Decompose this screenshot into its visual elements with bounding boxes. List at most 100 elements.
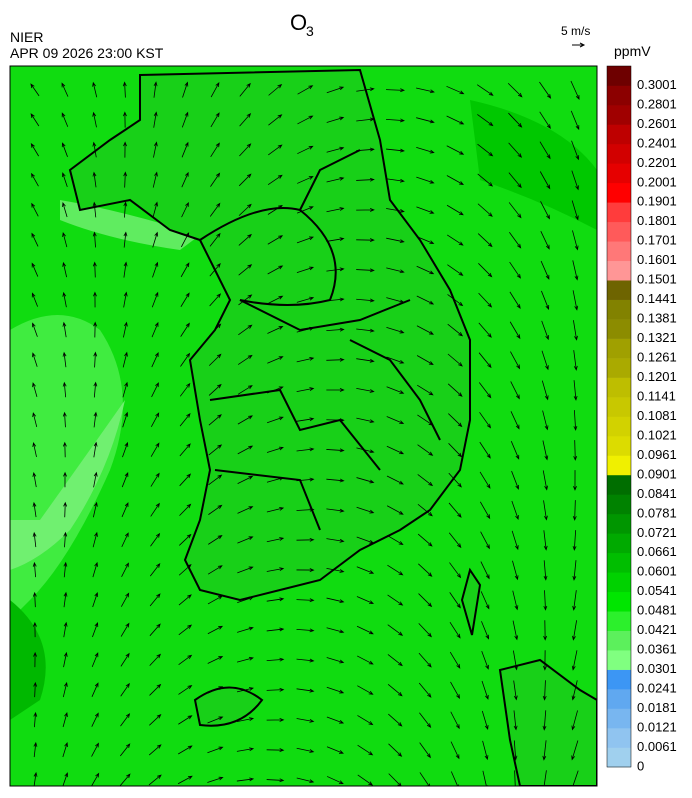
wind-arrow [417,503,433,517]
wind-arrow [61,112,69,127]
wind-arrow [178,624,193,636]
wind-arrow [541,350,549,371]
wind-arrow [62,261,68,278]
wind-arrow [326,448,345,453]
wind-arrow [63,651,68,668]
wind-arrow [239,113,252,127]
wind-arrow [356,506,375,514]
wind-arrow [210,112,220,128]
wind-arrow [356,477,375,484]
wind-arrow [356,117,375,122]
wind-arrow [447,323,464,337]
wind-arrow [92,171,97,188]
title: O [290,10,307,35]
colorbar-label: 0.1321 [637,330,677,345]
wind-arrow [207,565,223,575]
wind-arrow [386,445,405,455]
wind-arrow [572,230,579,251]
wind-arrow [573,320,578,341]
wind-arrow [266,506,285,513]
wind-arrow [93,441,98,458]
wind-arrow [149,653,162,666]
wind-arrow [416,295,435,305]
wind-arrow [207,625,224,635]
wind-arrow [148,774,162,786]
wind-arrow [356,328,375,333]
colorbar-label: 0.1261 [637,350,677,365]
wind-arrow [573,440,578,461]
colorbar-label: 0.0841 [637,486,677,501]
wind-arrow [508,202,522,219]
wind-arrow [237,385,253,395]
wind-arrow [541,290,550,310]
wind-arrow [386,237,405,243]
wind-arrow [210,142,220,157]
colorbar-swatch [607,104,631,125]
wind-arrow [386,88,405,93]
wind-arrow [92,261,97,278]
wind-arrow [209,323,222,337]
wind-arrow [63,561,68,578]
wind-arrow [207,746,224,754]
wind-arrow [481,651,489,670]
wind-arrow [326,746,344,754]
colorbar-label: 0.0541 [637,583,677,598]
wind-arrow [571,770,579,786]
wind-arrow [386,475,404,485]
wind-arrow [237,475,254,484]
wind-arrow [210,82,220,98]
wind-arrow [210,172,221,187]
wind-arrow [388,713,403,727]
colorbar-swatch [607,124,631,145]
colorbar-label: 0.1201 [637,369,677,384]
wind-arrow [478,382,492,399]
wind-arrow [268,83,283,96]
wind-arrow [509,232,522,249]
wind-arrow [150,442,160,457]
wind-arrow [267,295,284,305]
wind-arrow [180,262,190,278]
wind-arrow [92,141,97,158]
wind-arrow [92,531,98,548]
wind-arrow [208,353,222,366]
wind-arrow [267,235,284,245]
wind-arrow [267,326,284,334]
wind-arrow [123,141,127,158]
colorbar-swatch [607,299,631,320]
wind-arrow [62,231,68,248]
wind-arrow [297,115,314,125]
wind-arrow [481,680,489,700]
wind-arrow [152,231,159,248]
wind-arrow [91,772,100,786]
wind-arrow [572,500,577,521]
wind-arrow [61,82,69,97]
wind-arrow [510,441,520,460]
wind-arrow [209,202,221,217]
wind-arrow [326,237,345,242]
wind-arrow [480,561,490,580]
wind-arrow [418,563,433,577]
wind-arrow [509,261,521,279]
wind-arrow [543,500,548,521]
wind-arrow [326,297,345,302]
wind-arrow [150,472,160,487]
wind-arrow [121,562,129,577]
colorbar-label: 0.2201 [637,155,677,170]
colorbar-swatch [607,397,631,417]
wind-arrow [296,387,315,392]
colorbar-label: 0.1441 [637,291,677,306]
wind-arrow [150,412,160,428]
wind-arrow [543,620,548,641]
wind-arrow [266,778,285,783]
colorbar-swatch [607,202,631,223]
wind-arrow [92,231,97,248]
colorbar-unit: ppmV [614,43,651,59]
wind-arrow [62,351,67,368]
wind-arrow [388,743,403,757]
wind-arrow [450,741,460,760]
wind-arrow [386,267,405,274]
wind-arrow [512,560,519,581]
wind-arrow [266,687,285,692]
wind-arrow [511,470,519,490]
colorbar-label: 0.2401 [637,135,677,150]
